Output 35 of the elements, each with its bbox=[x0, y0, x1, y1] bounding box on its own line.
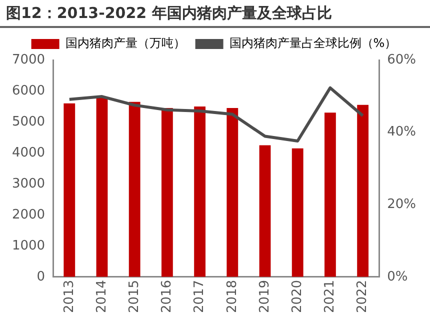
y2-tick-label: 60% bbox=[387, 52, 416, 68]
bar bbox=[128, 102, 140, 277]
chart-title: 图12：2013-2022 年国内猪肉产量及全球占比 bbox=[0, 0, 430, 28]
y-tick-label: 4000 bbox=[12, 145, 46, 160]
x-tick-label: 2019 bbox=[257, 280, 272, 314]
x-tick-label: 2015 bbox=[126, 280, 142, 314]
x-tick-label: 2022 bbox=[355, 280, 370, 314]
bar bbox=[226, 108, 238, 277]
y2-tick-label: 0% bbox=[387, 269, 408, 284]
legend-label: 国内猪肉产量（万吨） bbox=[65, 36, 186, 50]
bar bbox=[194, 106, 206, 277]
y-tick-label: 7000 bbox=[12, 52, 46, 68]
bar bbox=[259, 145, 271, 277]
y2-tick-label: 40% bbox=[387, 124, 416, 140]
y-tick-label: 0 bbox=[36, 269, 46, 284]
legend-label: 国内猪肉产量占全球比例（%） bbox=[229, 36, 397, 50]
y2-tick-label: 20% bbox=[387, 196, 416, 212]
bar bbox=[96, 97, 108, 277]
y-tick-label: 5000 bbox=[12, 114, 46, 130]
x-tick-label: 2018 bbox=[224, 280, 240, 314]
y-tick-label: 3000 bbox=[12, 176, 46, 192]
bar bbox=[161, 108, 173, 277]
x-tick-label: 2020 bbox=[290, 280, 305, 314]
bar bbox=[357, 104, 369, 277]
x-tick-label: 2014 bbox=[94, 280, 110, 314]
y-tick-label: 1000 bbox=[12, 238, 46, 254]
x-tick-label: 2016 bbox=[160, 280, 175, 314]
x-tick-label: 2017 bbox=[192, 280, 208, 314]
y-tick-label: 2000 bbox=[12, 207, 46, 222]
x-tick-label: 2013 bbox=[62, 280, 77, 314]
bar bbox=[292, 148, 304, 277]
bar bbox=[64, 103, 76, 277]
x-tick-label: 2021 bbox=[322, 280, 338, 314]
y-tick-label: 6000 bbox=[12, 83, 46, 98]
bar bbox=[324, 112, 336, 277]
